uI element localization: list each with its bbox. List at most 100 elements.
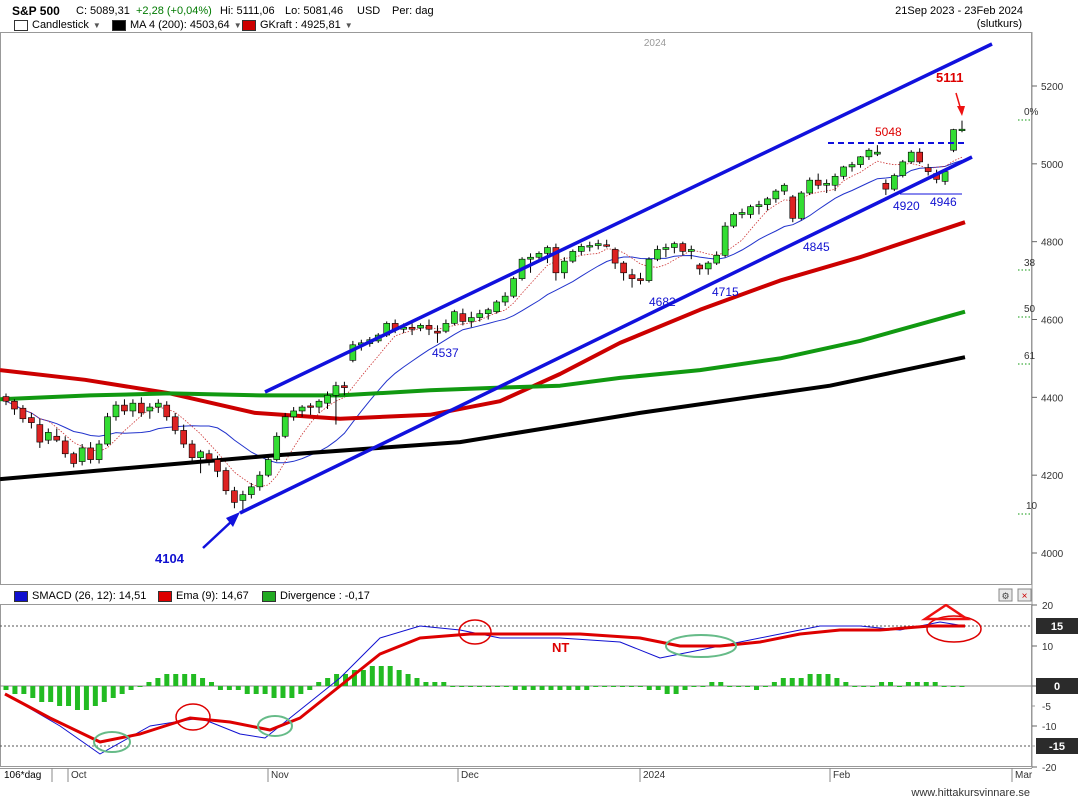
legend-label: Candlestick [32,19,89,31]
candle-body [772,190,780,200]
divergence-bar [655,686,661,690]
divergence-bar [387,666,393,686]
candle-body [687,249,695,252]
panel-close-icon[interactable] [1017,588,1032,602]
divergence-bar [870,686,876,687]
candle-body [907,151,915,163]
divergence-bar [485,686,491,687]
candle-body [154,402,162,408]
divergence-bar [226,686,232,690]
fib-level-label: 0% [1024,107,1039,118]
fib-level-label: 50 [1024,304,1036,315]
candle-body [865,149,873,158]
divergence-bar [244,686,250,694]
high-value: Hi: 5111,06 [220,5,275,17]
candle-body [899,161,907,176]
candle-body [315,400,323,408]
divergence-bar [861,686,867,687]
fib-level-label: 61 [1024,351,1036,362]
divergence-bar [789,678,795,686]
chevron-down-icon[interactable]: ▼ [92,20,101,30]
divergence-bar [262,686,268,694]
legend-candlestick[interactable]: Candlestick ▼ [14,19,101,31]
candle-body [45,432,52,441]
legend-gkraft[interactable]: GKraft : 4925,81 ▼ [242,19,353,31]
divergence-bar [888,682,894,686]
panel-settings-icon[interactable] [998,588,1013,602]
arrow-head-4104 [226,512,240,527]
y-tick-label: 4400 [1041,393,1064,404]
candle-body [205,453,213,460]
y-tick-label: -20 [1042,763,1057,774]
candle-body [104,416,111,445]
divergence-bar [423,682,429,686]
candle-body [671,243,678,248]
divergence-bar [521,686,527,690]
divergence-bar [771,682,777,686]
y-tick-label: 5000 [1041,160,1064,171]
candle-body [273,435,281,460]
divergence-bar [619,686,625,687]
candle-body [28,417,35,423]
divergence-bar [39,686,45,702]
legend-divergence[interactable]: Divergence : -0,17 [262,590,370,602]
candle-body [789,196,797,219]
divergence-bar [682,686,688,690]
candle-body [544,247,551,254]
divergence-bar [557,686,563,690]
main-panel-frame [0,32,1032,585]
candle-body [188,443,196,458]
range-note: (slutkurs) [976,18,1022,30]
divergence-bar [941,686,947,687]
currency-label: USD [357,5,381,17]
legend-ma4[interactable]: MA 4 (200): 4503,64 ▼ [112,19,242,31]
candle-body [611,249,619,264]
divergence-bar [673,686,679,694]
candle-body [19,407,27,420]
legend-label: Ema (9): 14,67 [176,590,249,602]
candle-body [797,192,805,219]
chevron-down-icon[interactable]: ▼ [233,20,242,30]
candle-body [764,198,771,205]
divergence-bar [494,686,500,687]
candle-body [874,151,881,155]
candle-body [637,278,644,281]
candle-body [958,128,966,131]
divergence-bar [950,686,956,687]
annotation-label: 4845 [803,240,830,254]
x-tick-label: Oct [71,770,87,781]
candle-body [730,214,737,227]
candle-body [484,309,492,314]
candle-body [290,410,297,418]
candle-body [476,313,484,318]
channel-upper-line [264,42,993,394]
site-watermark: www.hittakursvinnare.se [911,787,1030,799]
divergence-bar [628,686,634,687]
legend-smacd[interactable]: SMACD (26, 12): 14,51 [14,590,146,602]
divergence-bar [182,674,188,686]
legend-ema[interactable]: Ema (9): 14,67 [158,590,249,602]
candle-body [53,435,61,441]
divergence-bar [12,686,18,694]
candle-body [256,474,264,488]
low-value: Lo: 5081,46 [285,5,344,17]
candle-body [645,258,653,281]
interval-label: 106*dag [4,770,42,781]
legend-label: Divergence : -0,17 [280,590,370,602]
value-badge-label: 0 [1054,681,1060,693]
divergence-bar [57,686,63,706]
divergence-bar [235,686,241,690]
candle-body [747,206,754,215]
annotation-nt: NT [552,640,569,655]
divergence-bar [602,686,608,687]
candle-body [696,264,704,270]
date-range: 21Sep 2023 - 23Feb 2024 [895,5,1023,17]
divergence-bar [727,686,733,687]
chevron-down-icon[interactable]: ▼ [344,20,353,30]
divergence-bar [798,678,804,686]
divergence-bar [575,686,581,690]
candle-body [459,313,467,322]
candle-body [941,171,949,182]
divergence-bar [289,686,295,698]
candle-body [561,260,568,274]
